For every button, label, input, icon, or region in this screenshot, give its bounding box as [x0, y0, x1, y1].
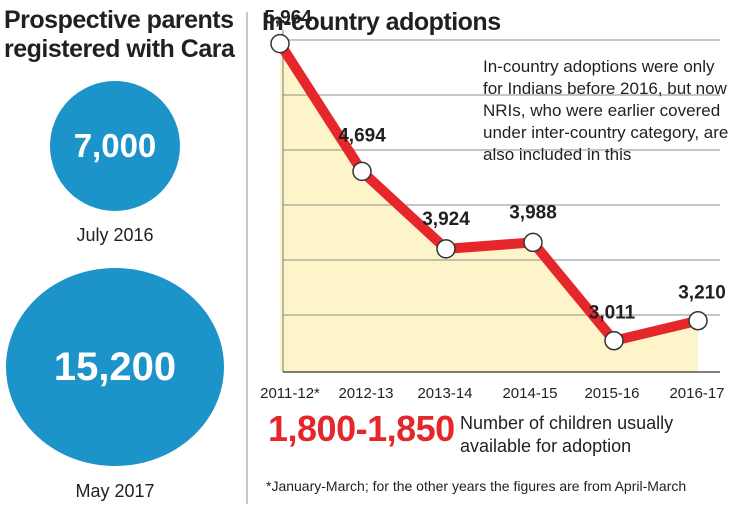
series-line-segment	[528, 237, 619, 346]
data-label: 4,694	[338, 125, 386, 146]
registered-2017-circle: 15,200	[6, 268, 224, 466]
chart-title: In-country adoptions	[262, 8, 501, 36]
footnote: *January-March; for the other years the …	[266, 478, 687, 494]
data-point	[352, 161, 372, 182]
data-label: 3,011	[589, 303, 636, 324]
x-tick-label: 2015-16	[584, 385, 639, 402]
children-available-label: Number of children usually available for…	[460, 413, 674, 456]
data-point	[688, 310, 708, 331]
data-point	[604, 330, 624, 351]
data-point	[270, 33, 290, 54]
registered-2016-label: July 2016	[76, 225, 154, 245]
x-tick-label: 2013-14	[417, 385, 472, 402]
area-fill	[280, 43, 698, 372]
x-tick-label: 2011-12*	[260, 385, 320, 402]
series-line-segment	[275, 38, 367, 177]
x-tick-label: 2016-17	[669, 385, 724, 402]
series-line-segment	[609, 315, 703, 346]
data-label: 3,924	[422, 209, 470, 230]
chart-note: In-country adoptions were only for India…	[483, 57, 729, 164]
x-tick-label: 2012-13	[338, 385, 393, 402]
series-line-segment	[357, 166, 451, 254]
data-label: 3,988	[509, 202, 557, 223]
left-panel-title: Prospective parents registered with Cara	[4, 6, 235, 63]
x-tick-label: 2014-15	[502, 385, 557, 402]
children-available-value: 1,800-1,850	[268, 408, 455, 449]
panel-divider	[246, 12, 248, 504]
data-label: 3,210	[678, 283, 726, 304]
data-label: 5,964	[264, 8, 312, 29]
registered-2017-label: May 2017	[75, 481, 155, 501]
data-point	[523, 232, 543, 253]
registered-2017-value: 15,200	[53, 344, 177, 389]
registered-2016-circle: 7,000	[50, 81, 180, 211]
series-line-segment	[441, 237, 538, 254]
data-point	[436, 239, 456, 259]
registered-2016-value: 7,000	[73, 127, 157, 164]
